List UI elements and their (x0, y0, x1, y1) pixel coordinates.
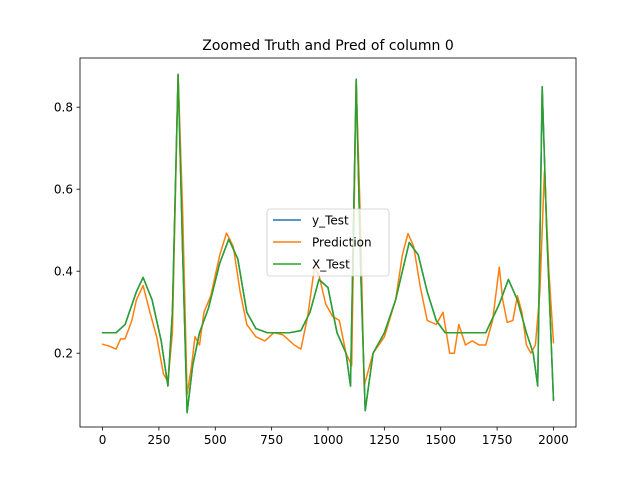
y-tick-label: 0.8 (54, 101, 73, 115)
axes-frame (79, 57, 577, 428)
legend: y_Test Prediction X_Test (266, 208, 390, 277)
plot-area (101, 73, 555, 414)
chart-title: Zoomed Truth and Pred of column 0 (202, 38, 453, 54)
x-tick-label: 1250 (369, 433, 400, 447)
x-tick-label: 1000 (313, 433, 344, 447)
x-tick-label: 1750 (482, 433, 513, 447)
legend-box (266, 208, 390, 277)
legend-label: X_Test (312, 258, 350, 272)
series-lines (101, 73, 555, 414)
legend-label: Prediction (312, 236, 372, 250)
x-tick-label: 750 (260, 433, 283, 447)
y-tick-label: 0.2 (54, 347, 73, 361)
series-line-x-test (101, 73, 555, 414)
y-tick-label: 0.4 (54, 265, 73, 279)
x-tick-label: 500 (204, 433, 227, 447)
axis-ticks: 0 250 500 750 1000 1250 1500 1750 2000 0.2 0.4 0.6 0… (54, 101, 569, 448)
y-tick-label: 0.6 (54, 183, 73, 197)
x-tick-label: 0 (99, 433, 107, 447)
x-tick-label: 1500 (425, 433, 456, 447)
x-tick-label: 2000 (538, 433, 569, 447)
legend-label: y_Test (312, 214, 349, 228)
x-tick-label: 250 (147, 433, 170, 447)
